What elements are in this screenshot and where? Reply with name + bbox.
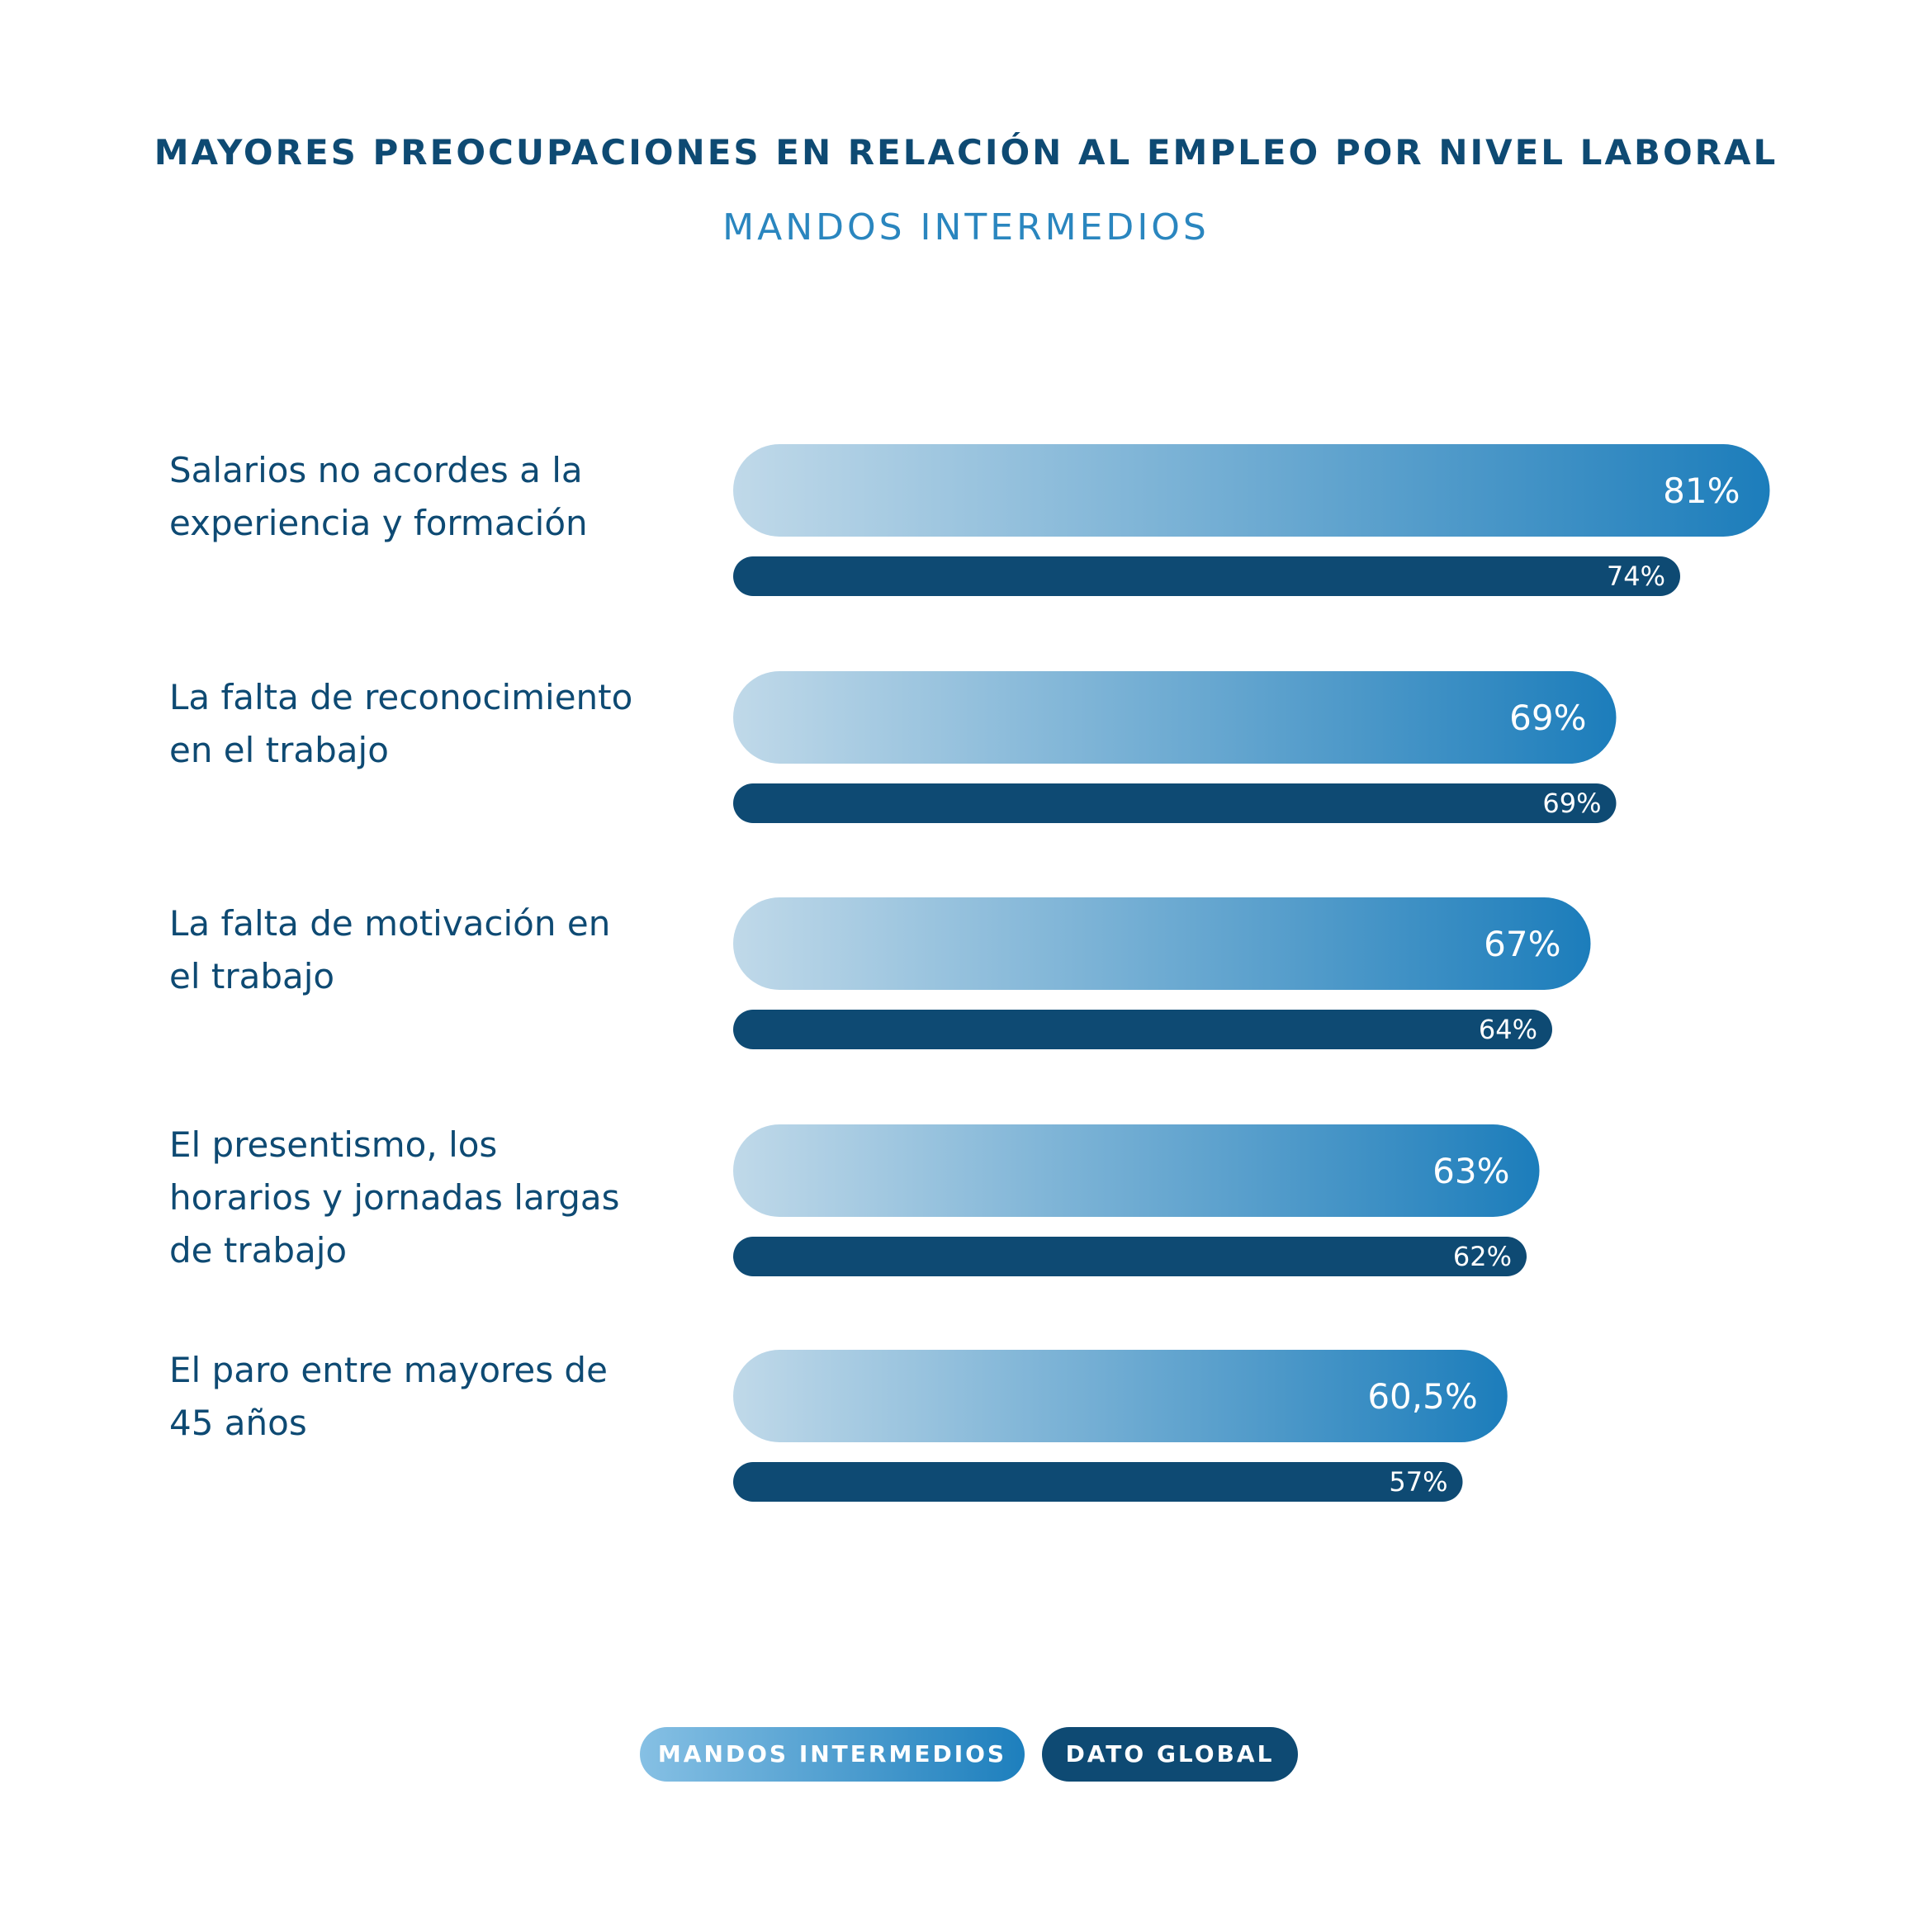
bar-mandos-intermedios — [733, 671, 1617, 764]
data-label-dato-global: 69% — [1542, 788, 1601, 819]
bar-mandos-intermedios — [733, 444, 1770, 537]
bar-dato-global — [733, 556, 1680, 596]
data-label-dato-global: 62% — [1453, 1241, 1512, 1272]
data-label-mandos-intermedios: 67% — [1484, 924, 1560, 964]
data-label-mandos-intermedios: 63% — [1432, 1151, 1509, 1191]
category-label: Salarios no acordes a la experiencia y f… — [169, 450, 588, 543]
category-label: La falta de reconocimiento en el trabajo — [169, 677, 633, 770]
chart-subtitle: MANDOS INTERMEDIOS — [722, 206, 1210, 248]
bar-mandos-intermedios — [733, 1124, 1540, 1217]
data-label-mandos-intermedios: 81% — [1663, 471, 1740, 511]
bar-dato-global — [733, 1010, 1552, 1049]
bar-mandos-intermedios — [733, 897, 1591, 990]
data-label-mandos-intermedios: 60,5% — [1367, 1376, 1477, 1417]
bar-mandos-intermedios — [733, 1350, 1508, 1442]
bar-dato-global — [733, 1462, 1463, 1502]
legend-dato-global: DATO GLOBAL — [1042, 1727, 1298, 1782]
data-label-mandos-intermedios: 69% — [1509, 698, 1586, 738]
category-label: El presentismo, los horarios y jornadas … — [169, 1124, 620, 1271]
legend-mandos-intermedios: MANDOS INTERMEDIOS — [640, 1727, 1025, 1782]
data-label-dato-global: 64% — [1479, 1014, 1537, 1045]
bar-dato-global — [733, 783, 1617, 823]
category-label: La falta de motivación en el trabajo — [169, 903, 611, 996]
data-label-dato-global: 74% — [1607, 561, 1665, 592]
data-label-dato-global: 57% — [1389, 1466, 1447, 1498]
chart-title: MAYORES PREOCUPACIONES EN RELACIÓN AL EM… — [154, 132, 1778, 173]
bar-dato-global — [733, 1237, 1527, 1276]
category-label: El paro entre mayores de 45 años — [169, 1350, 608, 1443]
